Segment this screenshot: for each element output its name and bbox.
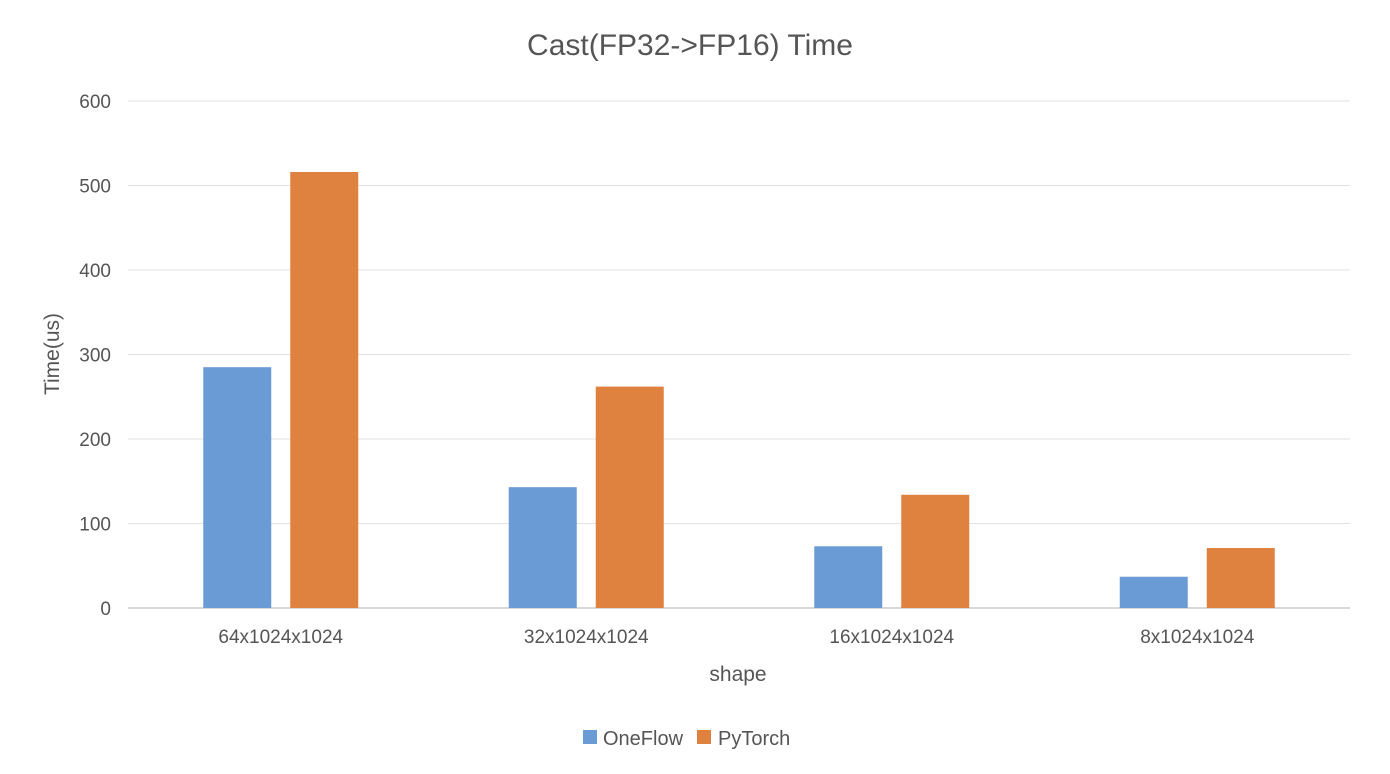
bar-pytorch-2	[901, 494, 970, 608]
x-tick-label: 16x1024x1024	[829, 627, 954, 648]
x-axis-label: shape	[709, 663, 766, 686]
y-axis-ticks: 0 100 200 300 400 500 600	[79, 92, 111, 620]
bar-pytorch-1	[595, 386, 664, 608]
chart-title: Cast(FP32->FP16) Time	[527, 29, 853, 62]
y-tick-label: 200	[79, 430, 111, 451]
y-tick-label: 300	[79, 346, 111, 367]
bar-oneflow-1	[508, 487, 577, 608]
y-tick-label: 400	[79, 261, 111, 282]
bar-oneflow-0	[203, 367, 272, 608]
y-tick-label: 100	[79, 515, 111, 536]
bar-pytorch-3	[1206, 548, 1275, 608]
bars	[203, 171, 1275, 609]
y-tick-label: 600	[79, 92, 111, 113]
x-tick-label: 32x1024x1024	[524, 627, 649, 648]
bar-oneflow-3	[1119, 576, 1188, 608]
legend-swatch-oneflow	[583, 730, 597, 744]
x-axis-ticks: 64x1024x1024 32x1024x1024 16x1024x1024 8x10…	[218, 627, 1254, 648]
legend-swatch-pytorch	[697, 730, 711, 744]
y-tick-label: 0	[100, 599, 111, 620]
bar-oneflow-2	[814, 546, 883, 608]
x-tick-label: 64x1024x1024	[218, 627, 343, 648]
x-tick-label: 8x1024x1024	[1140, 627, 1255, 648]
legend-label-pytorch: PyTorch	[718, 728, 790, 750]
bar-pytorch-0	[290, 171, 359, 609]
legend-label-oneflow: OneFlow	[603, 728, 684, 750]
y-tick-label: 500	[79, 177, 111, 198]
y-axis-label: Time(us)	[41, 313, 64, 395]
legend: OneFlow PyTorch	[583, 728, 790, 750]
